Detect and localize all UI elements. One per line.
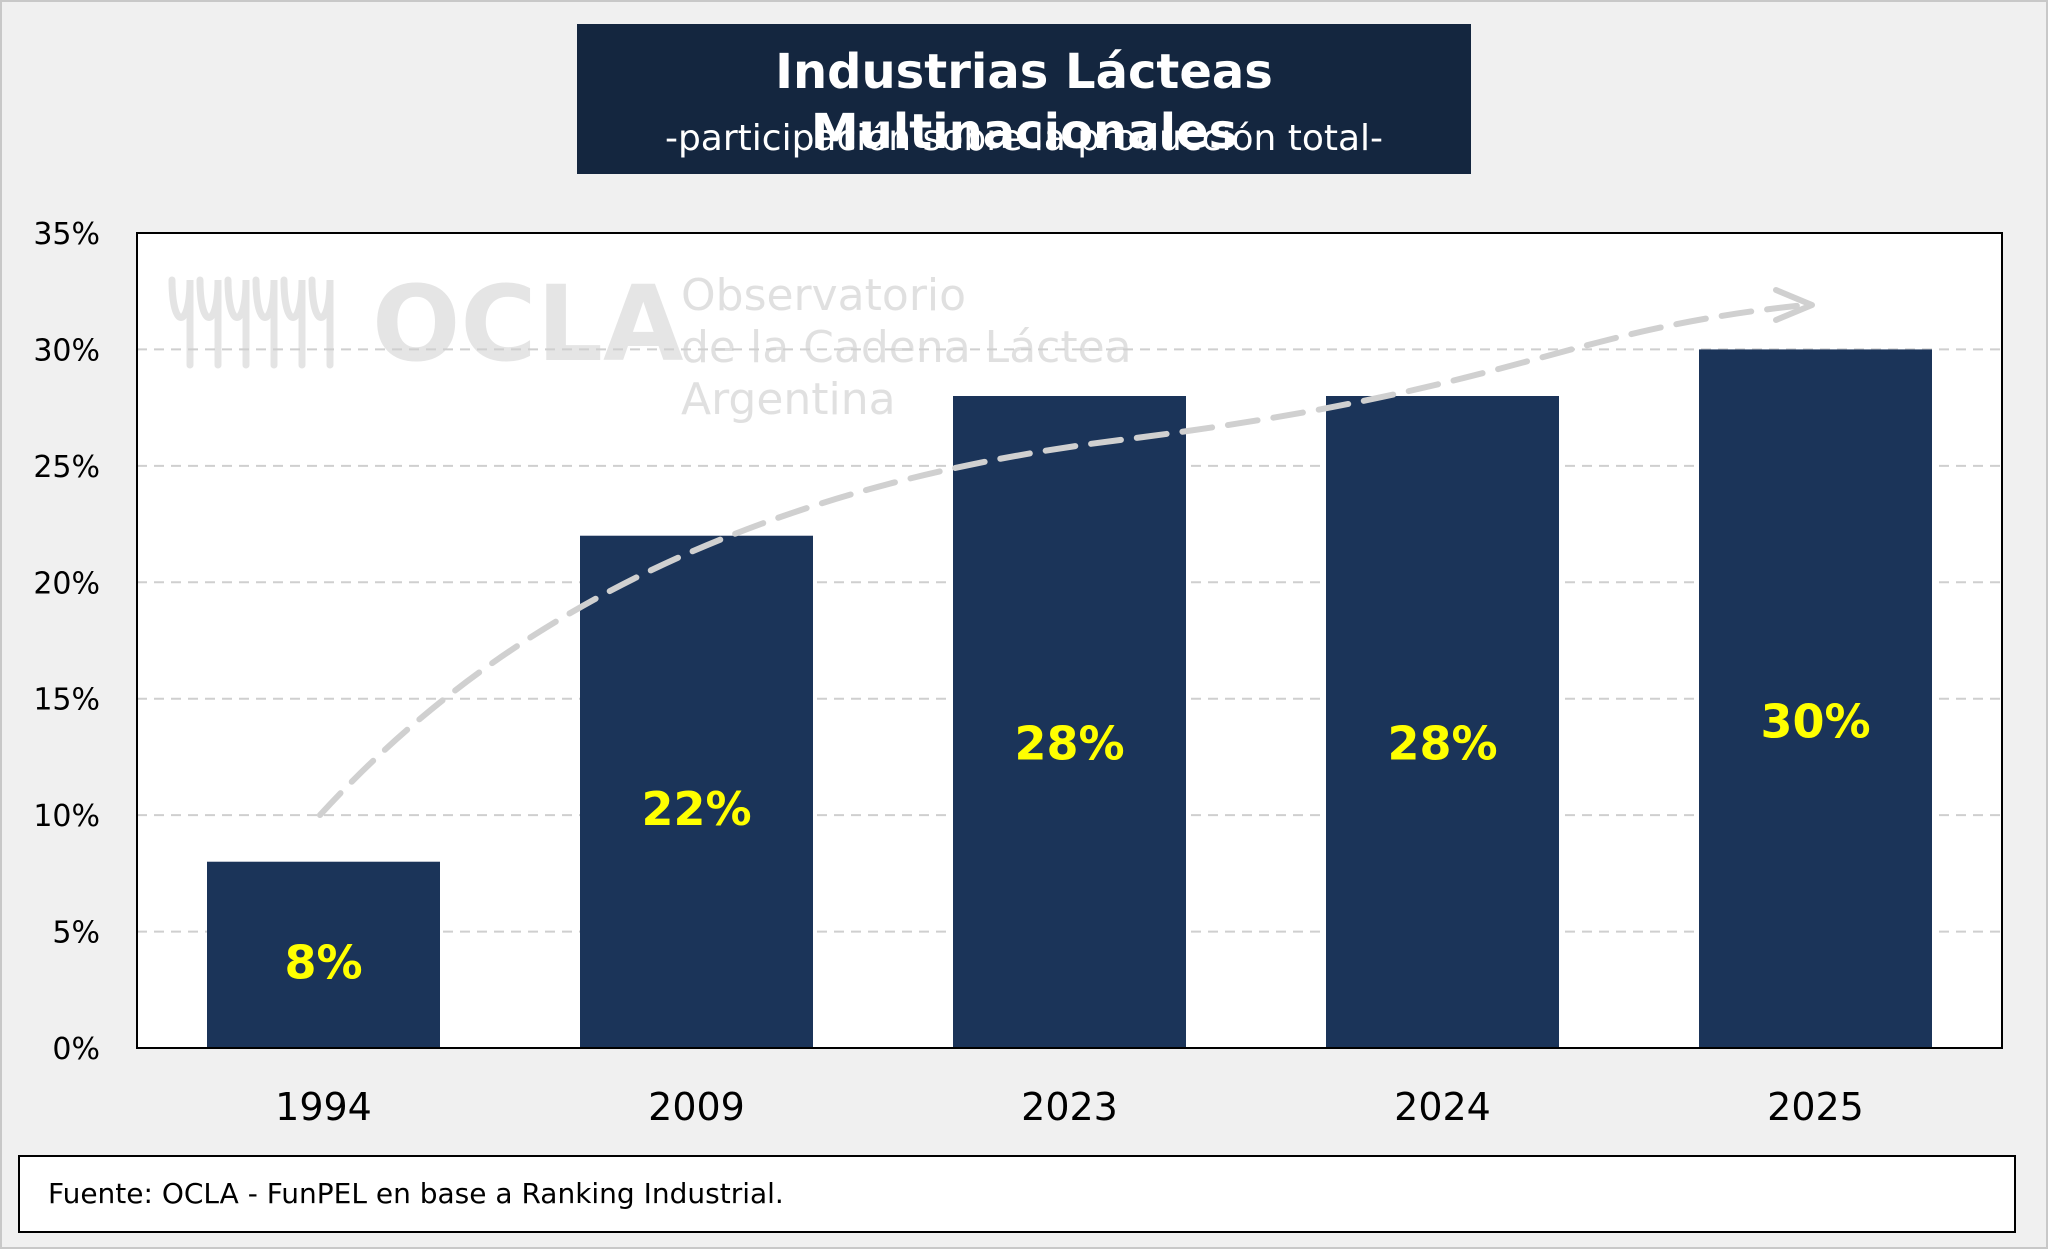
bar xyxy=(1699,349,1932,1048)
bar xyxy=(580,535,813,1048)
y-tick-label: 35% xyxy=(33,217,100,252)
trend-arrowhead-icon xyxy=(1773,287,1815,323)
watermark-logo-icon xyxy=(168,276,334,369)
watermark-line1: Observatorio xyxy=(681,270,966,321)
x-tick-label: 2009 xyxy=(648,1085,745,1129)
bar xyxy=(953,396,1186,1048)
y-tick-label: 0% xyxy=(52,1032,100,1067)
trend-arrow xyxy=(317,302,1808,818)
data-label: 8% xyxy=(284,935,362,989)
watermark-brand: OCLA xyxy=(372,263,684,385)
title-banner: Industrias Lácteas Multinacionales -part… xyxy=(577,24,1471,174)
bar xyxy=(207,861,440,1048)
x-tick-label: 2023 xyxy=(1021,1085,1118,1129)
data-label: 28% xyxy=(1387,717,1497,771)
bar xyxy=(1326,396,1559,1048)
chart-title: Industrias Lácteas Multinacionales xyxy=(775,44,1273,160)
source-box: Fuente: OCLA - FunPEL en base a Ranking … xyxy=(18,1155,2016,1233)
data-label: 28% xyxy=(1014,717,1124,771)
chart-subtitle: -participación sobre la producción total… xyxy=(664,118,1384,159)
watermark-line2: de la Cadena Láctea xyxy=(681,322,1132,373)
x-tick-label: 2024 xyxy=(1394,1085,1491,1129)
data-label: 22% xyxy=(641,782,751,836)
y-tick-label: 25% xyxy=(33,450,100,485)
y-tick-label: 10% xyxy=(33,799,100,834)
watermark-line3: Argentina xyxy=(681,374,896,425)
x-tick-label: 1994 xyxy=(275,1085,372,1129)
y-tick-label: 20% xyxy=(33,566,100,601)
plot-border xyxy=(136,232,2003,1049)
data-label: 30% xyxy=(1760,695,1870,749)
y-tick-label: 15% xyxy=(33,683,100,718)
source-note: Fuente: OCLA - FunPEL en base a Ranking … xyxy=(48,1177,784,1210)
x-tick-label: 2025 xyxy=(1767,1085,1864,1129)
y-tick-label: 5% xyxy=(52,916,100,951)
y-tick-label: 30% xyxy=(33,333,100,368)
